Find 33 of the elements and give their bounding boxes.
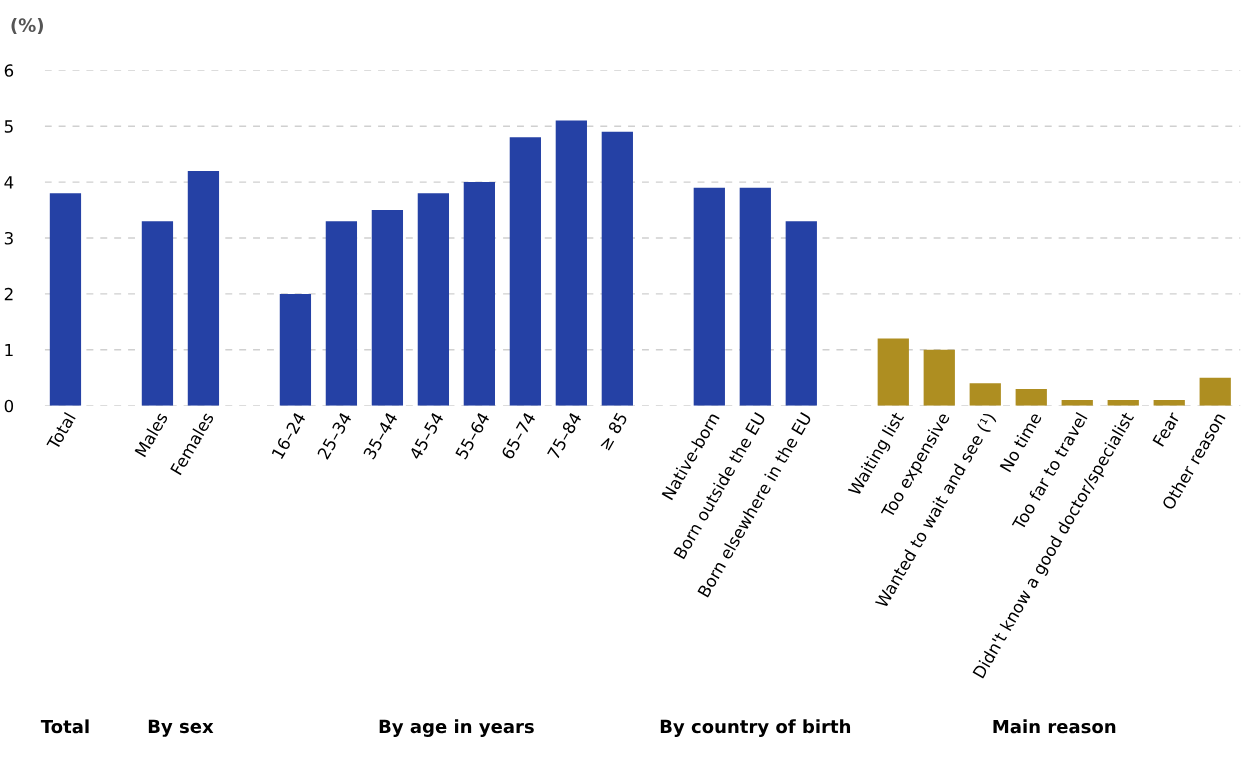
bar xyxy=(877,338,909,406)
bar xyxy=(371,210,404,406)
y-tick-label: 1 xyxy=(5,343,13,357)
bar xyxy=(739,187,771,406)
y-tick-label: 4 xyxy=(4,176,14,189)
bar xyxy=(463,182,495,406)
bar xyxy=(325,221,358,406)
bar xyxy=(785,221,817,406)
y-tick-label: 5 xyxy=(4,120,13,133)
text: By age in years xyxy=(379,719,534,737)
bar xyxy=(601,131,633,406)
bar xyxy=(555,120,587,406)
bar xyxy=(187,170,220,406)
text: By country of birth xyxy=(660,719,851,737)
bar xyxy=(49,193,82,406)
bar xyxy=(141,221,174,406)
bar xyxy=(1015,388,1047,406)
y-tick-label: 6 xyxy=(4,64,14,77)
bar xyxy=(1199,377,1231,406)
bar xyxy=(509,137,541,406)
text: Total xyxy=(40,719,89,734)
y-tick-label: 3 xyxy=(4,231,13,245)
y-tick-label: 2 xyxy=(4,287,13,301)
bar xyxy=(279,293,312,406)
y-axis-title: (%) xyxy=(11,18,43,35)
bar xyxy=(923,349,955,406)
x-tick-label: ≥ 85 xyxy=(598,411,628,451)
text: By sex xyxy=(148,719,214,737)
bar xyxy=(969,383,1001,406)
bar xyxy=(693,187,725,406)
bar xyxy=(417,193,450,406)
y-tick-label: 0 xyxy=(4,399,14,413)
text: Main reason xyxy=(993,719,1116,734)
